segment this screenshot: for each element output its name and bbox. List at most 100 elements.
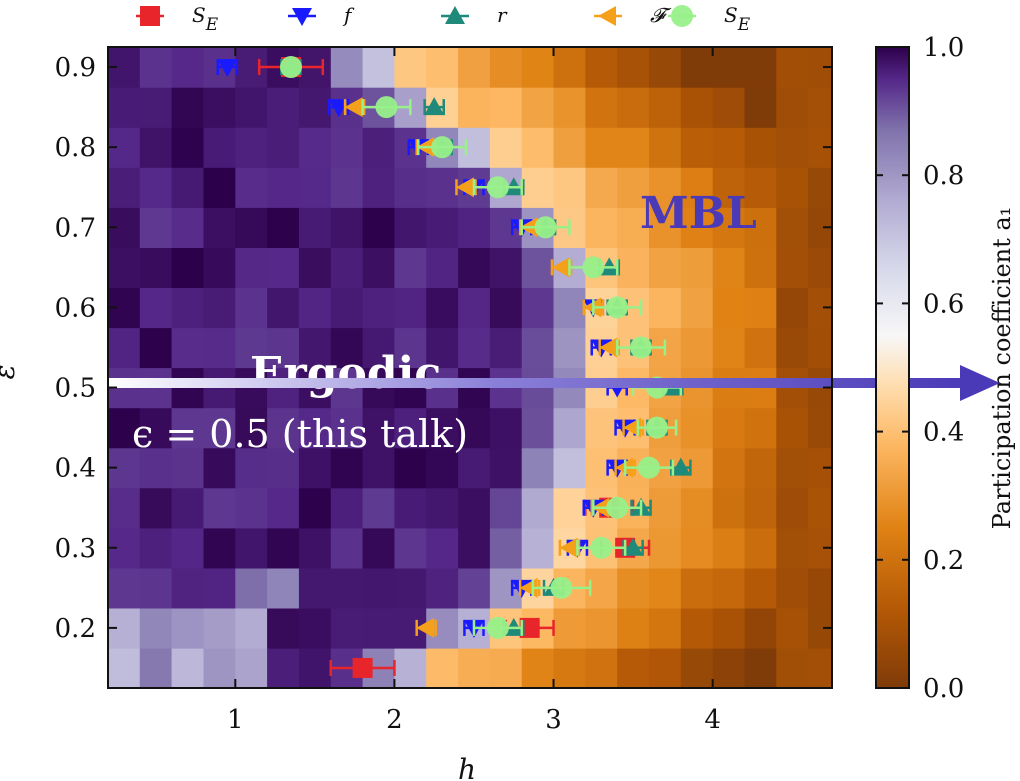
heatmap-cell — [680, 567, 714, 609]
marker-circle — [645, 416, 668, 439]
heatmap-cell — [267, 647, 300, 688]
heatmap-cell — [553, 87, 586, 128]
heatmap-cell — [808, 647, 832, 688]
heatmap-cell — [585, 47, 618, 88]
marker-triangle-left — [599, 337, 618, 358]
heatmap-cell — [744, 287, 777, 329]
heatmap-cell — [776, 127, 809, 168]
marker-circle — [279, 56, 302, 79]
heatmap-cell — [267, 487, 300, 529]
heatmap-cell — [489, 527, 523, 569]
heatmap-cell — [426, 207, 459, 248]
heatmap-cell — [362, 487, 395, 529]
heatmap-cell — [298, 487, 332, 529]
heatmap-cell — [808, 447, 832, 489]
heatmap-cell — [171, 207, 204, 248]
heatmap-cell — [330, 567, 364, 609]
heatmap-cell — [489, 327, 523, 369]
plot-frame — [107, 46, 833, 689]
x-tick-label: 3 — [545, 705, 562, 735]
heatmap-cell — [553, 647, 586, 688]
heatmap-cell — [744, 207, 777, 248]
heatmap-cell — [808, 207, 832, 248]
heatmap-cell — [649, 287, 682, 329]
marker-triangle-down — [217, 59, 238, 78]
heatmap-cell — [744, 327, 777, 369]
heatmap-cell — [649, 567, 682, 609]
heatmap-cell — [235, 87, 268, 128]
heatmap-cell — [394, 207, 427, 248]
legend-label-main: f — [342, 3, 355, 27]
heatmap-cell — [298, 407, 332, 449]
heatmap-cell — [585, 607, 618, 649]
heatmap-cell — [808, 327, 832, 369]
marker-triangle-down — [328, 99, 349, 118]
heatmap-cell — [394, 647, 427, 688]
heatmap-cell — [108, 647, 141, 688]
heatmap-cell — [203, 167, 236, 208]
heatmap-cell — [203, 87, 236, 128]
heatmap-cell — [171, 87, 204, 128]
heatmap-cell — [521, 327, 555, 369]
heatmap-cell — [203, 407, 236, 449]
heatmap-cell — [298, 167, 332, 208]
marker-triangle-up — [670, 457, 691, 476]
heatmap-cell — [108, 567, 141, 609]
heatmap-cell — [489, 47, 523, 88]
heatmap-cell — [776, 447, 809, 489]
heatmap-cell — [585, 87, 618, 128]
heatmap-cell — [267, 327, 300, 369]
heatmap-cell — [808, 127, 832, 168]
heatmap-cell — [139, 127, 173, 168]
heatmap-cell — [267, 287, 300, 329]
heatmap-cell — [267, 127, 300, 168]
heatmap-cell — [298, 567, 332, 609]
colorbar-tick-label: 0.8 — [923, 161, 964, 191]
heatmap-cell — [712, 207, 746, 248]
heatmap-cell — [139, 567, 173, 609]
heatmap-cell — [744, 127, 777, 168]
marker-triangle-left — [559, 537, 578, 558]
heatmap — [108, 47, 832, 688]
heatmap-cell — [776, 247, 809, 288]
mbl-label: MBL — [640, 188, 757, 239]
heatmap-cell — [139, 167, 173, 208]
heatmap-cell — [171, 447, 204, 489]
heatmap-cell — [776, 527, 809, 569]
y-tick-label: 0.2 — [55, 614, 96, 644]
heatmap-cell — [808, 607, 832, 649]
heatmap-cell — [680, 127, 714, 168]
heatmap-cell — [171, 287, 204, 329]
heatmap-cell — [712, 247, 746, 288]
heatmap-cell — [617, 87, 650, 128]
heatmap-cell — [712, 607, 746, 649]
heatmap-cell — [362, 407, 395, 449]
marker-circle — [486, 616, 509, 639]
heatmap-cell — [171, 247, 204, 288]
heatmap-cell — [458, 327, 491, 369]
heatmap-cell — [108, 247, 141, 288]
heatmap-cell — [330, 47, 364, 88]
heatmap-cell — [267, 567, 300, 609]
heatmap-cell — [139, 487, 173, 529]
heatmap-cell — [426, 647, 459, 688]
heatmap-cell — [394, 47, 427, 88]
heatmap-cell — [521, 447, 555, 489]
heatmap-cell — [617, 47, 650, 88]
heatmap-cell — [808, 487, 832, 529]
marker-triangle-left — [344, 97, 363, 118]
heatmap-cell — [267, 207, 300, 248]
marker-circle — [606, 296, 629, 319]
heatmap-cell — [680, 87, 714, 128]
heatmap-cell — [362, 247, 395, 288]
heatmap-cell — [553, 127, 586, 168]
heatmap-cell — [394, 487, 427, 529]
heatmap-cell — [330, 127, 364, 168]
marker-circle — [375, 96, 398, 119]
heatmap-cell — [617, 567, 650, 609]
legend-label: f — [342, 3, 355, 27]
heatmap-cell — [235, 287, 268, 329]
axis-ticks: 1 2 3 4 0.2 0.3 0.4 0.5 0.6 0.7 0.8 0.9 — [55, 47, 832, 735]
x-tick-label: 1 — [227, 705, 244, 735]
